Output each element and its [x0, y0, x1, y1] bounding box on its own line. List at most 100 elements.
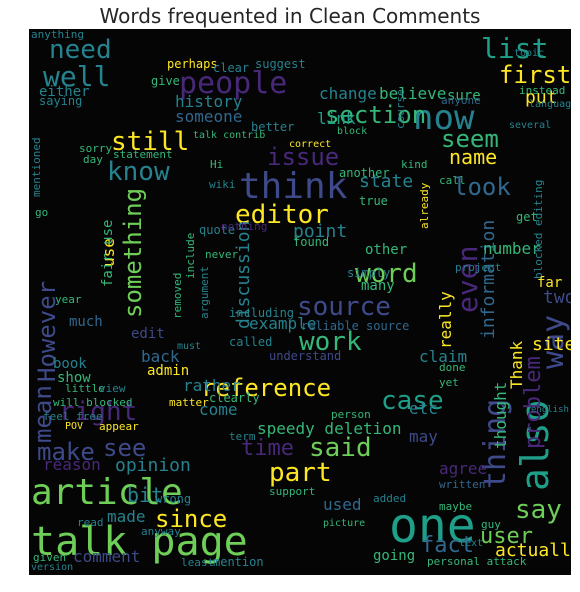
word-someone: someone [175, 107, 243, 126]
word-fair-use: fair use [100, 219, 116, 287]
word-now: now [413, 98, 475, 138]
word-thought: thought [491, 381, 510, 449]
word-think: think [239, 166, 348, 207]
word-information: information [478, 219, 499, 339]
word-call: call [439, 174, 466, 187]
word-go: go [35, 206, 49, 219]
word-well: well [43, 60, 111, 93]
word-know: know [107, 157, 170, 187]
word-several: several [509, 120, 552, 131]
word-understand: understand [269, 349, 342, 363]
word-nothing: nothing [221, 220, 268, 233]
word-better: better [251, 120, 295, 134]
word-case: case [381, 386, 444, 416]
word-etc: etc [409, 399, 438, 418]
word-put: put [525, 87, 558, 108]
word-site: site [532, 334, 571, 355]
word-mentioned: mentioned [30, 137, 43, 197]
word-show: show [57, 370, 91, 386]
word-called: called [229, 335, 273, 349]
word-comment: comment [73, 547, 141, 566]
word-day: day [83, 153, 103, 166]
word-made: made [107, 507, 146, 526]
word-agree: agree [439, 459, 488, 478]
word-point: point [293, 221, 348, 242]
word-suggest: suggest [255, 57, 306, 71]
word-list: list [481, 32, 549, 65]
word-reason: reason [43, 455, 101, 474]
word-talk-contrib: talk contrib [193, 130, 266, 141]
word-project: project [455, 261, 502, 274]
word-issue: issue [267, 143, 340, 171]
word-english: english [531, 405, 569, 415]
word-example: example [249, 314, 317, 333]
word-saying: saying [39, 94, 83, 108]
word-instead: instead [519, 84, 566, 97]
word-really: really [436, 291, 455, 349]
word-article: article [31, 472, 183, 513]
word-never: never [205, 248, 239, 261]
word-anyway: anyway [141, 525, 181, 538]
word-right: right [59, 397, 138, 427]
word-first: first [499, 61, 571, 89]
word-far: far [537, 275, 563, 291]
word-source: source [297, 292, 391, 322]
word-one: one [389, 498, 476, 554]
word-cloud: one talk page article think also people … [29, 29, 571, 575]
word-many: many [361, 278, 395, 294]
word-look: look [453, 173, 511, 201]
word-quote: quote [199, 223, 236, 237]
word-true: true [359, 194, 388, 208]
word-clear: clear [213, 61, 250, 75]
word-year: year [55, 293, 82, 306]
word-time: time [241, 436, 294, 461]
word-user: user [480, 524, 533, 549]
word-actually: actually [495, 540, 571, 561]
word-statement: statement [113, 148, 173, 161]
word-sorry: sorry [79, 142, 113, 155]
word-section: section [325, 101, 427, 129]
word-argument: argument [198, 266, 211, 319]
word-text: text [459, 538, 484, 549]
word-matter: matter [169, 396, 209, 409]
word-back: back [141, 347, 180, 366]
word-since: since [155, 505, 228, 533]
word-come: come [199, 400, 238, 419]
chart-title: Words frequented in Clean Comments [99, 4, 481, 28]
word-include: include [184, 232, 197, 279]
word-perhaps: perhaps [167, 57, 218, 71]
word-bit: bit [127, 483, 164, 507]
word-reference: reference [201, 374, 332, 402]
word-seem: seem [441, 125, 499, 153]
word-talk-page: talk page [31, 519, 248, 565]
word-appear: appear [99, 420, 139, 433]
word-see: see [103, 434, 147, 462]
word-person: person [331, 408, 371, 421]
word-give: give [151, 74, 180, 88]
word-fact: fact [421, 533, 474, 558]
word-much: much [69, 314, 103, 330]
word-block: block [337, 126, 368, 137]
word-rather: rather [183, 376, 241, 395]
word-editor: editor [235, 200, 329, 230]
word-change: change [319, 84, 377, 103]
word-support: support [269, 485, 316, 498]
word-kind: kind [401, 158, 428, 171]
word-personal-attack: personal attack [427, 555, 527, 568]
word-part: part [269, 458, 332, 488]
word-other: other [365, 242, 408, 258]
word-written: written [439, 478, 486, 491]
word-found: found [293, 235, 330, 249]
word-view: view [99, 382, 126, 395]
word-book: book [53, 356, 87, 372]
word-name: name [449, 145, 498, 169]
word-clearly: clearly [209, 391, 260, 405]
word-get: get [516, 210, 538, 224]
word-added: added [373, 492, 407, 505]
word-yet: yet [439, 376, 459, 389]
word-topic: topic [514, 48, 545, 59]
word-least: least [181, 556, 215, 569]
word-given: given [33, 551, 67, 564]
word-mention: mention [213, 555, 264, 569]
word-little: little [65, 382, 105, 395]
